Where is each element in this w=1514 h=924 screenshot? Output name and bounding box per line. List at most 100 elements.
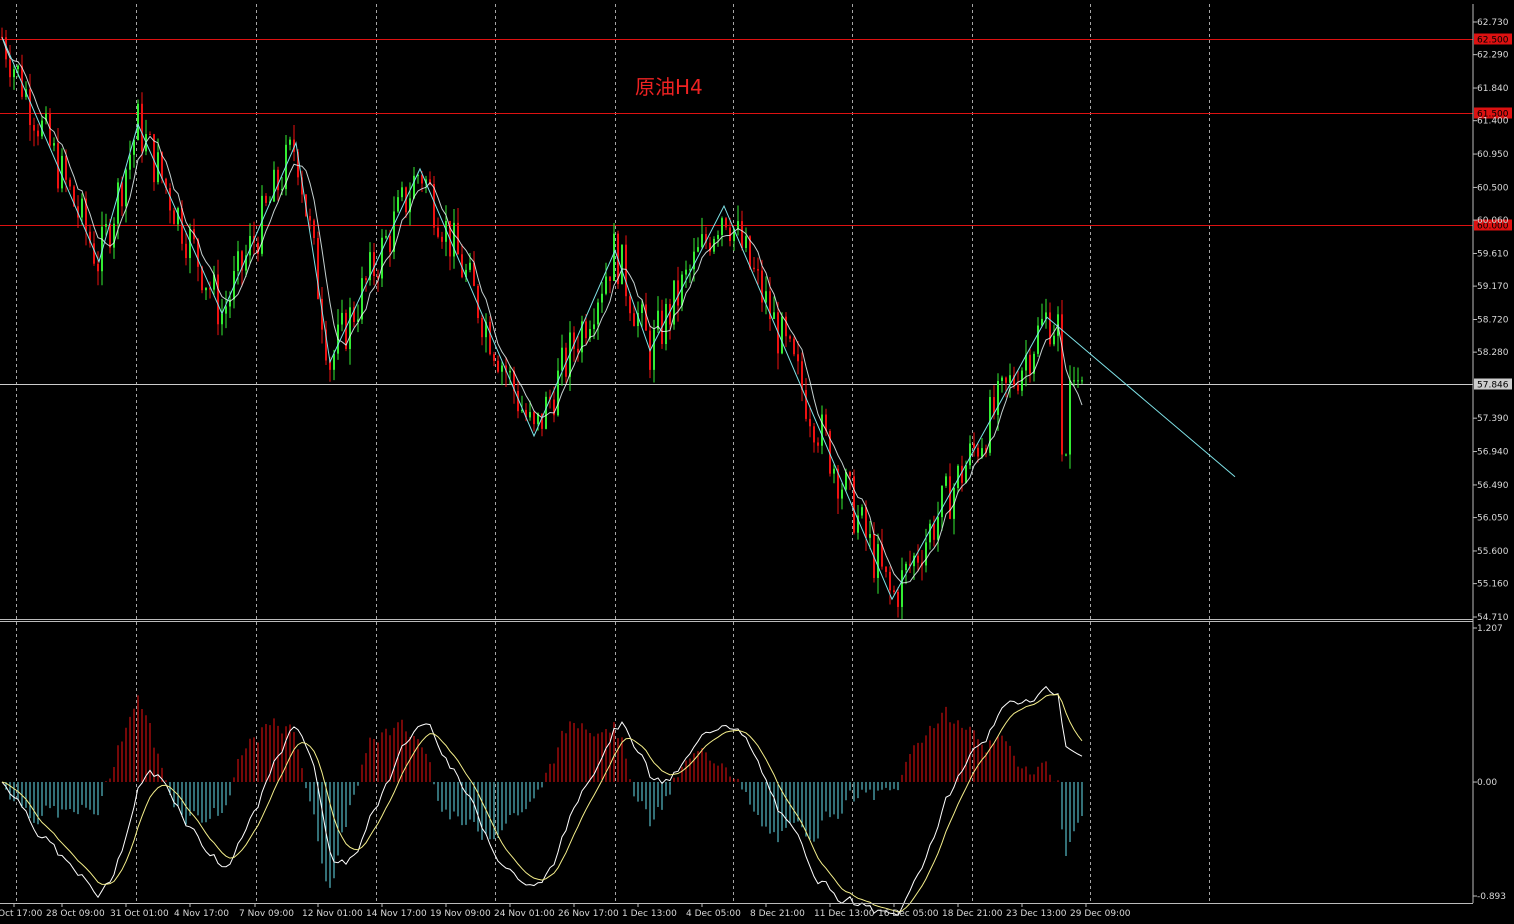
candle-body: [633, 313, 635, 327]
candle-body: [805, 390, 807, 419]
price-label: 61.840: [1477, 84, 1509, 94]
candle-body: [273, 169, 275, 202]
candle-body: [933, 523, 935, 540]
candle-body: [553, 399, 555, 416]
candle-body: [1029, 354, 1031, 374]
candle-body: [1037, 325, 1039, 354]
date-label: 18 Dec 21:00: [942, 909, 1003, 919]
candle-body: [169, 188, 171, 211]
date-label: 24 Nov 01:00: [494, 909, 555, 919]
candle-body: [401, 187, 403, 198]
candle-body: [485, 321, 487, 338]
candle-body: [861, 507, 863, 516]
candle-body: [645, 304, 647, 331]
candle-body: [869, 534, 871, 538]
osc-label: 1.207: [1477, 624, 1503, 634]
candle-body: [925, 542, 927, 566]
candle-body: [453, 222, 455, 257]
candle-body: [525, 409, 527, 418]
candle-body: [45, 113, 47, 121]
candle-body: [109, 224, 111, 248]
candle-body: [929, 523, 931, 543]
candle-body: [961, 465, 963, 483]
date-label: 4 Nov 17:00: [174, 909, 229, 919]
level-label: 62.500: [1477, 36, 1509, 46]
date-axis: Oct 17:00 28 Oct 09:00 31 Oct 01:00 4 Nov 1…: [0, 903, 1131, 919]
candle-body: [421, 175, 423, 184]
candle-body: [301, 177, 303, 195]
candle-body: [697, 247, 699, 252]
candle-body: [625, 244, 627, 297]
price-label: 58.280: [1477, 348, 1509, 358]
candle-body: [813, 426, 815, 443]
price-label: 55.600: [1477, 547, 1509, 557]
candle-body: [117, 182, 119, 224]
level-tag: [1474, 219, 1512, 231]
candle-body: [609, 276, 611, 281]
candle-body: [761, 270, 763, 303]
candle-body: [209, 287, 211, 290]
candle-body: [681, 274, 683, 306]
candle-body: [613, 233, 615, 281]
candle-body: [793, 338, 795, 355]
candle-body: [737, 221, 739, 229]
candle-body: [161, 152, 163, 179]
osc-label: 0.00: [1477, 778, 1497, 788]
candle-body: [605, 276, 607, 294]
candle-body: [897, 591, 899, 607]
candle-body: [1073, 380, 1075, 382]
candle-body: [801, 361, 803, 391]
candle-body: [581, 321, 583, 353]
candle-body: [1077, 380, 1079, 382]
candle-body: [977, 447, 979, 457]
candle-body: [657, 310, 659, 330]
candle-body: [61, 155, 63, 189]
candle-body: [197, 239, 199, 267]
candle-body: [489, 321, 491, 355]
level-tag: [1474, 33, 1512, 45]
candle-body: [313, 220, 315, 239]
candle-body: [821, 414, 823, 446]
candle-body: [913, 555, 915, 567]
candle-body: [1069, 380, 1071, 455]
candle-body: [509, 370, 511, 373]
candle-body: [781, 316, 783, 354]
candle-body: [365, 278, 367, 281]
candle-body: [757, 269, 759, 271]
candle-body: [333, 353, 335, 370]
candle-body: [13, 69, 15, 78]
candle-body: [985, 448, 987, 453]
candle-body: [49, 113, 51, 146]
candle-body: [105, 224, 107, 227]
candle-body: [693, 251, 695, 270]
candle-body: [997, 381, 999, 415]
candle-body: [517, 390, 519, 412]
candle-body: [837, 468, 839, 499]
candle-body: [689, 269, 691, 271]
candle-body: [17, 65, 19, 70]
candle-body: [721, 218, 723, 235]
candle-body: [601, 293, 603, 303]
candle-body: [445, 220, 447, 242]
candle-body: [1081, 380, 1083, 382]
macd-oscillator: 1.207 0.00 -0.893: [1, 624, 1506, 917]
candle-body: [173, 210, 175, 225]
candle-body: [1053, 335, 1055, 345]
candle-body: [749, 236, 751, 268]
candle-body: [945, 476, 947, 486]
candle-body: [157, 152, 159, 183]
candle-body: [893, 590, 895, 592]
candle-body: [973, 443, 975, 448]
date-label: Oct 17:00: [0, 909, 43, 919]
candle-body: [437, 227, 439, 237]
candle-body: [177, 208, 179, 225]
candle-body: [481, 318, 483, 338]
candle-body: [245, 255, 247, 271]
price-label: 56.490: [1477, 481, 1509, 491]
candle-body: [281, 189, 283, 191]
price-label: 57.390: [1477, 414, 1509, 424]
candle-body: [789, 336, 791, 339]
date-label: 14 Nov 17:00: [366, 909, 427, 919]
zigzag-line: [2, 38, 1236, 601]
